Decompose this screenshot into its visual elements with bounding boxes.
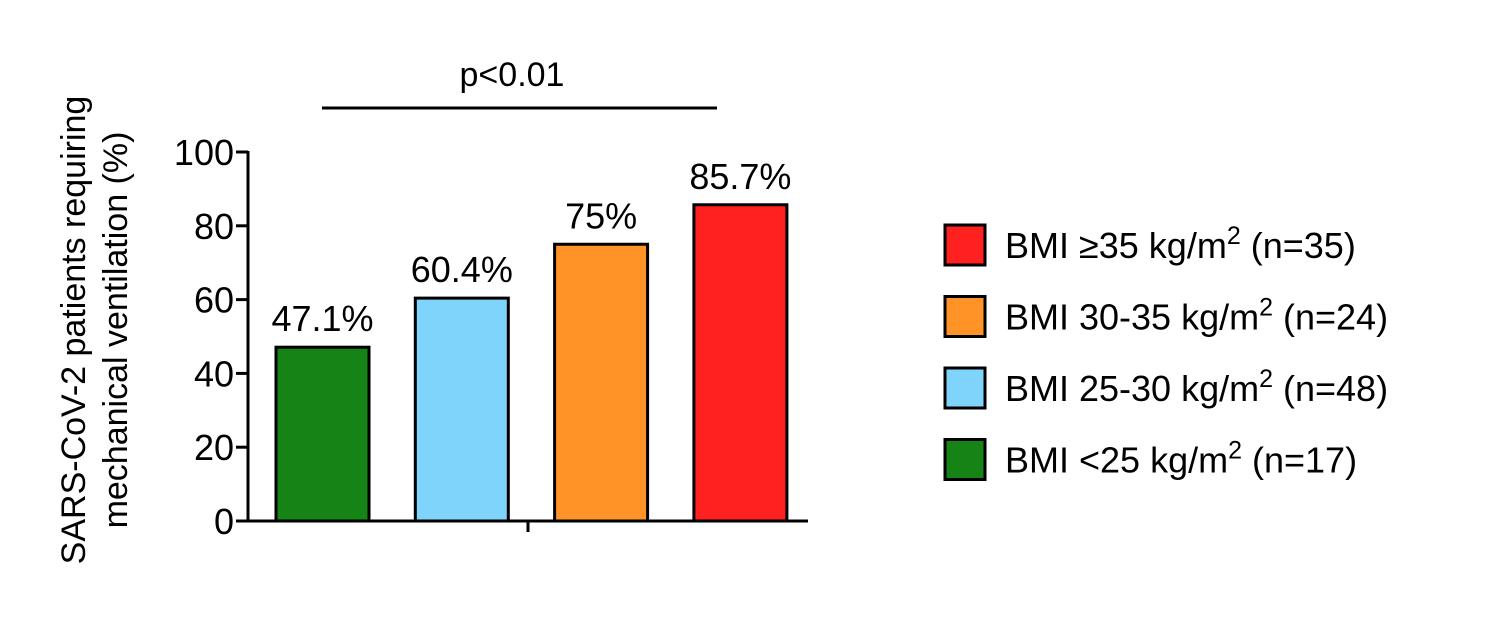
y-tick-label: 60 [194, 280, 234, 321]
axes: 0 20 40 60 80 100 [174, 132, 808, 542]
y-tick-label: 100 [174, 132, 234, 173]
bar [692, 203, 789, 523]
legend-swatch [943, 223, 987, 267]
significance-label: p<0.01 [460, 56, 565, 94]
bar [413, 296, 510, 523]
legend-swatch [943, 366, 987, 410]
legend-label: BMI <25 kg/m2 (n=17) [1005, 437, 1357, 481]
legend-label: BMI ≥35 kg/m2 (n=35) [1005, 222, 1356, 266]
bar-data-label: 60.4% [411, 249, 513, 290]
bar [274, 345, 371, 523]
bar-data-label: 47.1% [271, 298, 373, 339]
y-axis-label-line-2: mechanical ventilation (%) [97, 132, 135, 529]
bar-data-label: 85.7% [689, 156, 791, 197]
y-tick-label: 20 [194, 427, 234, 468]
legend-swatch [943, 295, 987, 338]
bar-data-label: 75% [565, 195, 637, 236]
bar [553, 242, 650, 523]
y-axis-label-line-1: SARS-CoV-2 patients requiring [55, 96, 93, 565]
bars: 47.1% 60.4% 75% 85.7% [271, 156, 791, 523]
y-tick-label: 40 [194, 353, 234, 394]
y-tick-label: 80 [194, 206, 234, 247]
legend: BMI ≥35 kg/m2 (n=35) BMI 30-35 kg/m2 (n=2… [943, 222, 1388, 481]
legend-label: BMI 30-35 kg/m2 (n=24) [1005, 294, 1388, 338]
y-tick-label: 0 [214, 501, 234, 542]
legend-swatch [943, 438, 987, 481]
legend-label: BMI 25-30 kg/m2 (n=48) [1005, 365, 1388, 409]
